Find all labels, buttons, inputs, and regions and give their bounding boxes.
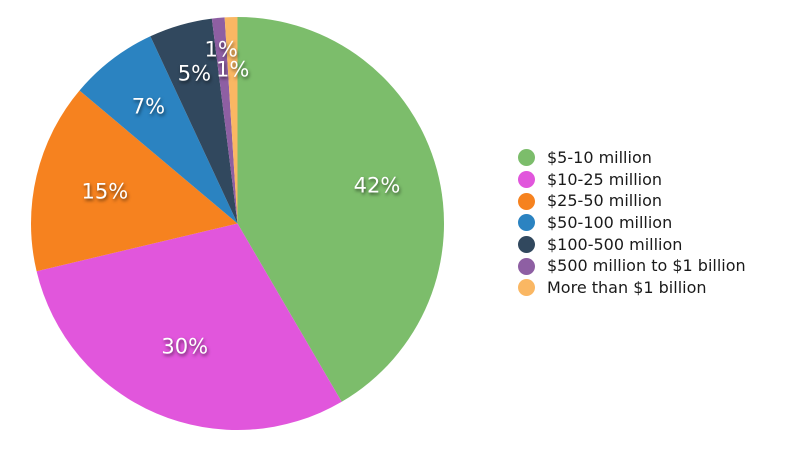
- legend-item-5: $500 million to $1 billion: [518, 255, 746, 277]
- pie-slice-3: [79, 36, 238, 224]
- legend-label-3: $50-100 million: [547, 212, 673, 232]
- legend-label-5: $500 million to $1 billion: [547, 256, 746, 276]
- pie-slice-5: [211, 17, 238, 224]
- legend-swatch-3: [518, 214, 535, 232]
- legend-item-0: $5-10 million: [518, 147, 746, 169]
- legend-swatch-6: [518, 279, 535, 297]
- legend-label-2: $25-50 million: [547, 191, 663, 211]
- legend-swatch-0: [518, 149, 535, 167]
- legend: $5-10 million $10-25 million $25-50 millio…: [518, 147, 746, 299]
- legend-item-3: $50-100 million: [518, 212, 746, 234]
- pie-slice-0: [237, 17, 445, 402]
- pie-slice-2: [30, 90, 238, 272]
- legend-swatch-4: [518, 236, 535, 254]
- legend-swatch-2: [518, 192, 535, 210]
- pie-slice-1: [36, 223, 342, 431]
- legend-item-1: $10-25 million: [518, 169, 746, 191]
- legend-item-6: More than $1 billion: [518, 277, 746, 299]
- legend-label-0: $5-10 million: [547, 147, 652, 167]
- legend-swatch-1: [518, 171, 535, 189]
- legend-label-6: More than $1 billion: [547, 277, 707, 297]
- pie-slice-6: [224, 17, 238, 224]
- pie-slice-4: [150, 18, 238, 224]
- legend-item-2: $25-50 million: [518, 190, 746, 212]
- legend-label-1: $10-25 million: [547, 169, 663, 189]
- legend-item-4: $100-500 million: [518, 234, 746, 256]
- legend-swatch-5: [518, 257, 535, 275]
- legend-label-4: $100-500 million: [547, 234, 683, 254]
